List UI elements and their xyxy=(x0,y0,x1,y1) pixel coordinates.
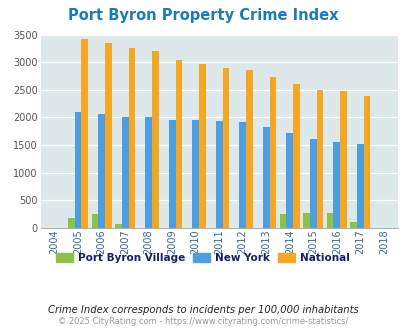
Text: Crime Index corresponds to incidents per 100,000 inhabitants: Crime Index corresponds to incidents per… xyxy=(47,305,358,315)
Text: Port Byron Property Crime Index: Port Byron Property Crime Index xyxy=(68,8,337,23)
Bar xyxy=(309,139,316,228)
Bar xyxy=(145,117,151,228)
Bar xyxy=(75,113,81,228)
Legend: Port Byron Village, New York, National: Port Byron Village, New York, National xyxy=(51,249,354,267)
Bar xyxy=(151,50,158,228)
Bar xyxy=(175,60,182,228)
Bar xyxy=(245,70,252,228)
Bar xyxy=(92,214,98,228)
Bar xyxy=(339,91,346,228)
Text: © 2025 CityRating.com - https://www.cityrating.com/crime-statistics/: © 2025 CityRating.com - https://www.city… xyxy=(58,317,347,326)
Bar xyxy=(333,142,339,228)
Bar xyxy=(303,213,309,228)
Bar xyxy=(168,120,175,228)
Bar xyxy=(81,39,88,228)
Bar xyxy=(239,122,245,228)
Bar xyxy=(356,145,362,228)
Bar xyxy=(122,117,128,228)
Bar xyxy=(105,44,111,228)
Bar xyxy=(279,214,286,228)
Bar xyxy=(286,133,292,228)
Bar xyxy=(262,127,269,228)
Bar xyxy=(362,96,369,228)
Bar xyxy=(68,218,75,228)
Bar xyxy=(115,223,122,228)
Bar xyxy=(326,213,333,228)
Bar xyxy=(192,120,198,228)
Bar xyxy=(128,48,135,228)
Bar xyxy=(222,68,228,228)
Bar xyxy=(292,84,299,228)
Bar xyxy=(350,222,356,228)
Bar xyxy=(269,77,275,228)
Bar xyxy=(215,121,222,228)
Bar xyxy=(198,64,205,228)
Bar xyxy=(98,115,105,228)
Bar xyxy=(316,90,322,228)
